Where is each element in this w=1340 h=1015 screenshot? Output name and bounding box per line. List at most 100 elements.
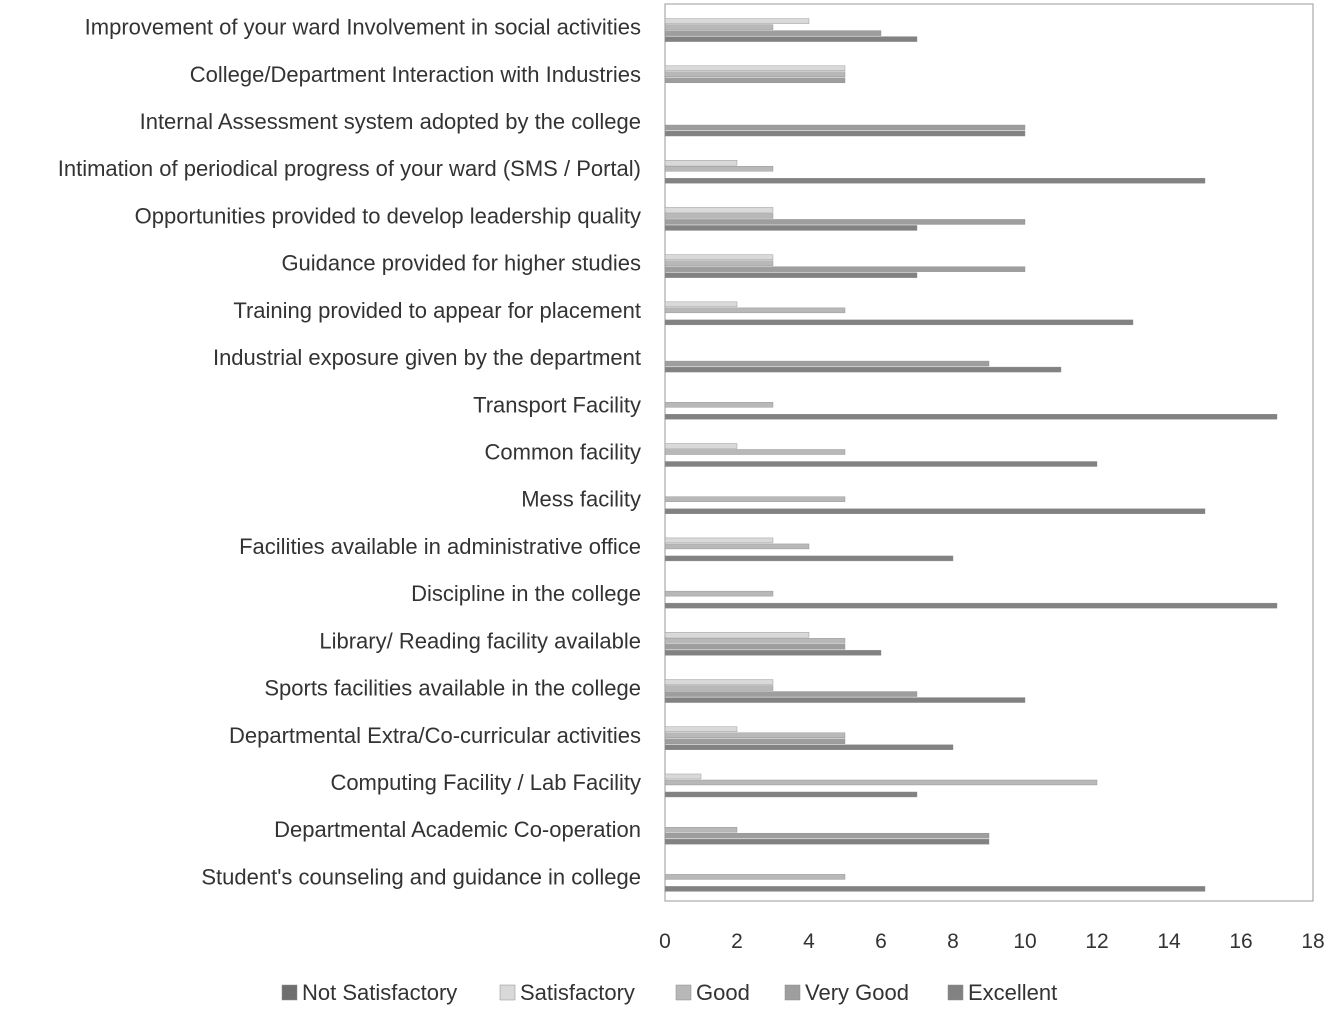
category-label: Discipline in the college xyxy=(411,581,641,606)
bar-4-6 xyxy=(664,319,1134,326)
bar-4-18 xyxy=(664,886,1206,892)
bar-1-16 xyxy=(664,773,702,780)
bar-3-2 xyxy=(664,124,1026,131)
bar-3-4 xyxy=(664,219,1026,225)
x-tick-label: 14 xyxy=(1157,930,1181,953)
category-label: College/Department Interaction with Indu… xyxy=(190,62,641,87)
legend-swatch xyxy=(947,984,964,1001)
bar-3-0 xyxy=(664,30,882,36)
x-axis-ticks: 0 2 4 6 8 10 12 14 16 18 xyxy=(659,930,1325,953)
x-tick-label: 0 xyxy=(659,930,671,953)
bar-2-11 xyxy=(664,543,810,550)
bar-4-14 xyxy=(664,697,1026,703)
x-tick-label: 16 xyxy=(1229,930,1252,953)
bar-4-11 xyxy=(664,555,954,562)
bar-2-5 xyxy=(664,260,774,266)
category-label: Mess facility xyxy=(521,487,641,512)
bar-1-11 xyxy=(664,537,774,544)
bar-1-6 xyxy=(664,301,738,308)
bar-1-4 xyxy=(664,207,774,213)
bar-2-14 xyxy=(664,685,774,691)
legend-label: Excellent xyxy=(968,980,1057,1005)
x-tick-label: 4 xyxy=(803,930,815,953)
category-label: Guidance provided for higher studies xyxy=(281,251,641,276)
bar-4-9 xyxy=(664,461,1098,467)
category-label: Common facility xyxy=(485,440,641,465)
category-label: Facilities available in administrative o… xyxy=(239,534,641,559)
category-label: Improvement of your ward Involvement in … xyxy=(85,15,641,40)
bar-1-15 xyxy=(664,726,738,732)
legend-swatch xyxy=(281,984,298,1001)
x-tick-label: 10 xyxy=(1013,930,1036,953)
category-label: Computing Facility / Lab Facility xyxy=(330,770,641,795)
bar-2-8 xyxy=(664,402,774,408)
bar-4-3 xyxy=(664,178,1206,184)
x-tick-label: 2 xyxy=(731,930,743,953)
category-label: Departmental Extra/Co-curricular activit… xyxy=(229,723,641,748)
category-label: Student's counseling and guidance in col… xyxy=(201,864,641,889)
category-label: Internal Assessment system adopted by th… xyxy=(140,109,641,134)
category-label: Opportunities provided to develop leader… xyxy=(135,203,641,228)
legend-label: Not Satisfactory xyxy=(302,980,457,1005)
legend: Not Satisfactory Satisfactory Good Very Goo… xyxy=(281,980,1057,1005)
bar-4-10 xyxy=(664,508,1206,514)
bar-4-4 xyxy=(664,225,918,231)
bar-2-9 xyxy=(664,449,846,455)
bar-1-0 xyxy=(664,18,810,24)
x-tick-label: 8 xyxy=(947,930,959,953)
bar-3-15 xyxy=(664,738,846,744)
legend-swatch xyxy=(499,984,516,1001)
bar-1-5 xyxy=(664,254,774,260)
bars-group xyxy=(664,18,1278,892)
bar-4-2 xyxy=(664,130,1026,137)
category-label: Training provided to appear for placemen… xyxy=(233,298,641,323)
bar-4-12 xyxy=(664,602,1278,609)
bar-2-15 xyxy=(664,732,846,738)
bar-1-14 xyxy=(664,679,774,685)
legend-label: Satisfactory xyxy=(520,980,635,1005)
legend-label: Good xyxy=(696,980,750,1005)
category-label: Departmental Academic Co-operation xyxy=(274,817,641,842)
bar-3-13 xyxy=(664,644,846,650)
x-tick-label: 18 xyxy=(1301,930,1324,953)
bar-4-8 xyxy=(664,414,1278,420)
category-label: Sports facilities available in the colle… xyxy=(264,676,641,701)
bar-4-7 xyxy=(664,366,1062,373)
bar-3-5 xyxy=(664,266,1026,272)
bar-4-16 xyxy=(664,791,918,798)
bar-4-17 xyxy=(664,838,990,845)
bar-4-15 xyxy=(664,744,954,750)
category-label: Transport Facility xyxy=(473,392,641,417)
bar-2-1 xyxy=(664,71,846,78)
bar-2-0 xyxy=(664,24,774,30)
legend-swatch xyxy=(784,984,801,1001)
bar-3-14 xyxy=(664,691,918,697)
bar-2-6 xyxy=(664,307,846,314)
bar-3-7 xyxy=(664,360,990,367)
legend-label: Very Good xyxy=(805,980,909,1005)
bar-2-3 xyxy=(664,166,774,172)
bar-2-17 xyxy=(664,826,738,833)
bar-2-18 xyxy=(664,874,846,880)
category-label: Industrial exposure given by the departm… xyxy=(213,345,641,370)
bar-2-10 xyxy=(664,496,846,502)
category-label: Library/ Reading facility available xyxy=(319,628,641,653)
category-labels: Improvement of your ward Involvement in … xyxy=(58,15,641,890)
bar-4-13 xyxy=(664,650,882,656)
bar-3-1 xyxy=(664,77,846,84)
bar-1-3 xyxy=(664,160,738,166)
bar-1-1 xyxy=(664,65,846,72)
bar-2-4 xyxy=(664,213,774,219)
bar-1-13 xyxy=(664,632,810,638)
x-tick-label: 12 xyxy=(1085,930,1108,953)
bar-1-9 xyxy=(664,443,738,449)
x-tick-label: 6 xyxy=(875,930,887,953)
category-label: Intimation of periodical progress of you… xyxy=(58,156,641,181)
legend-swatch xyxy=(675,984,692,1001)
bar-2-16 xyxy=(664,779,1098,786)
bar-4-5 xyxy=(664,272,918,278)
bar-2-13 xyxy=(664,638,846,644)
bar-2-12 xyxy=(664,590,774,597)
bar-3-17 xyxy=(664,832,990,839)
